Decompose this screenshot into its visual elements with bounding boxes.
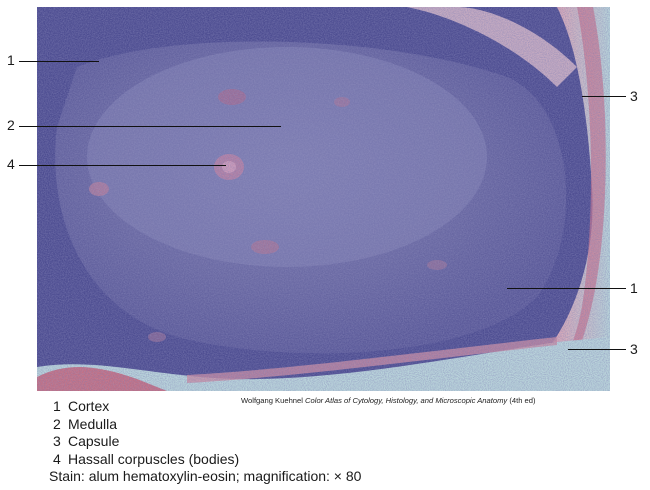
micrograph-image — [37, 7, 610, 391]
legend-item: 1 Cortex — [53, 398, 361, 416]
legend-number: 4 — [53, 450, 61, 467]
callout-2-medulla: 2 — [7, 117, 15, 133]
credit-edition: (4th ed) — [509, 396, 536, 405]
credit-book-title: Color Atlas of Cytology, Histology, and … — [305, 396, 508, 405]
leader-line-1-right — [507, 288, 626, 289]
legend-item: 2 Medulla — [53, 416, 361, 434]
leader-line-2 — [19, 126, 281, 127]
leader-line-4 — [19, 165, 226, 166]
callout-1-cortex-right: 1 — [630, 280, 638, 296]
credit-author: Wolfgang Kuehnel — [241, 396, 303, 405]
figure-legend: 1 Cortex 2 Medulla 3 Capsule 4 Hassall corpu… — [49, 398, 361, 486]
legend-item: 4 Hassall corpuscles (bodies) — [53, 451, 361, 469]
legend-number: 2 — [53, 415, 61, 432]
callout-3-capsule-top: 3 — [630, 88, 638, 104]
legend-number: 1 — [53, 398, 61, 414]
leader-line-3-bottom — [568, 349, 626, 350]
thymus-micrograph — [37, 7, 610, 391]
leader-line-1-left — [19, 61, 99, 62]
leader-line-3-top — [582, 96, 626, 97]
callout-3-capsule-bottom: 3 — [630, 341, 638, 357]
image-credit: Wolfgang Kuehnel Color Atlas of Cytology… — [241, 396, 613, 406]
legend-label: Cortex — [68, 398, 110, 414]
legend-label: Medulla — [68, 415, 118, 432]
callout-4-hassall: 4 — [7, 156, 15, 172]
callout-1-cortex-left: 1 — [7, 52, 15, 68]
legend-label: Capsule — [68, 433, 120, 450]
legend-item: 3 Capsule — [53, 433, 361, 451]
legend-number: 3 — [53, 433, 61, 450]
stain-caption: Stain: alum hematoxylin-eosin; magnifica… — [49, 468, 362, 485]
legend-label: Hassall corpuscles (bodies) — [68, 450, 240, 467]
